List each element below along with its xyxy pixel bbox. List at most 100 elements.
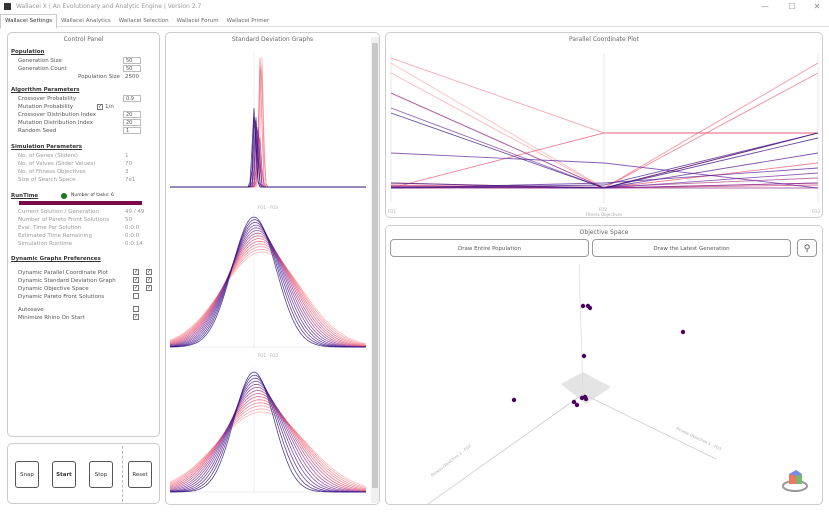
- parallel-line: [390, 167, 819, 189]
- tab-forum[interactable]: Wallacei Forum: [176, 18, 219, 24]
- stop-button[interactable]: Stop: [89, 461, 113, 488]
- progress-bar: [19, 201, 142, 205]
- control-panel-title: Control Panel: [63, 36, 104, 43]
- generation-size-input[interactable]: 50: [123, 57, 141, 64]
- tab-primer[interactable]: Wallacei Primer: [226, 18, 270, 24]
- std-dev-panel: Standard Deviation Graphs FO1 - FO3 FO1 …: [165, 32, 380, 505]
- generation-count-label: Generation Count: [18, 66, 67, 72]
- data-point: [580, 303, 586, 309]
- genes-value: 1: [125, 153, 129, 159]
- simulation-heading: Simulation Parameters: [11, 144, 83, 150]
- distribution-curve: [169, 251, 367, 345]
- objectives-label: No. of Fitness Objectives: [18, 169, 86, 175]
- distribution-curve: [170, 130, 366, 188]
- graphs-heading: Dynamic Graphs Preferences: [11, 256, 101, 262]
- mutation-checkbox-label: 1/n: [105, 104, 114, 110]
- z-axis: [578, 263, 584, 395]
- distribution-curve: [170, 126, 366, 188]
- scrollbar[interactable]: [371, 37, 379, 503]
- title-bar: Wallacei X | An Evolutionary and Analyti…: [0, 0, 829, 13]
- pareto-value: 50: [125, 217, 132, 223]
- runtime-heading-text: RunTime: [11, 193, 39, 199]
- maximize-button[interactable]: ☐: [788, 2, 796, 11]
- values-label: No. of Values (Slider Values): [18, 161, 96, 167]
- std-dev-title: Standard Deviation Graphs: [231, 36, 314, 43]
- axis-tick-fo2: FO2: [599, 207, 607, 212]
- distribution-curve: [169, 396, 367, 492]
- generation-size-label: Generation Size: [18, 58, 62, 64]
- graph-pref-checkbox[interactable]: ✓: [146, 285, 152, 291]
- graph-pref-checkbox[interactable]: [133, 293, 139, 299]
- view-cube-icon[interactable]: [781, 466, 809, 494]
- data-point: [587, 305, 593, 311]
- data-point: [680, 329, 686, 335]
- generation-count-input[interactable]: 50: [123, 65, 141, 72]
- tab-selection[interactable]: Wallacei Selection: [118, 18, 169, 24]
- cores-label: Number of tasks: 6: [71, 193, 114, 198]
- population-heading: Population: [11, 49, 45, 55]
- algorithm-heading: Algorithm Parameters: [11, 87, 80, 93]
- distribution-curve: [170, 117, 366, 188]
- genes-label: No. of Genes (Sliders): [18, 153, 78, 159]
- minimize-label: Minimize Rhino On Start: [18, 315, 85, 321]
- x-axis: [582, 393, 717, 460]
- distribution-curve: [169, 240, 367, 347]
- parallel-title: Parallel Coordinate Plot: [569, 36, 639, 43]
- scrollbar-thumb[interactable]: [372, 43, 378, 488]
- crossover-distribution-input[interactable]: 20: [123, 111, 141, 118]
- app-icon: [4, 3, 11, 10]
- grid-plane: [561, 372, 611, 404]
- tab-settings[interactable]: Wallacei Settings: [0, 14, 58, 29]
- distribution-curve: [170, 137, 366, 188]
- search-space-label: Size of Search Space: [18, 177, 76, 183]
- remaining-label: Estimated Time Remaining: [18, 233, 92, 239]
- autosave-checkbox[interactable]: [133, 306, 139, 312]
- objectives-value: 3: [125, 169, 129, 175]
- data-point: [571, 399, 577, 405]
- minimize-button[interactable]: —: [761, 2, 769, 11]
- mutation-distribution-input[interactable]: 20: [123, 119, 141, 126]
- distribution-curve: [170, 117, 366, 188]
- minimize-checkbox[interactable]: ✓: [133, 314, 139, 320]
- distribution-curve: [169, 411, 367, 487]
- current-value: 49 / 49: [125, 209, 145, 215]
- distribution-curve: [169, 232, 366, 348]
- axis-label: FO1 - FO3: [258, 353, 278, 358]
- graph-pref-checkbox[interactable]: ✓: [146, 277, 152, 283]
- runtime-value: 0:0:14: [125, 241, 143, 247]
- reset-button[interactable]: Reset: [128, 461, 152, 488]
- graph-pref-label: Dynamic Standard Deviation Graph: [18, 278, 116, 284]
- objective-space-title: Objective Space: [579, 229, 629, 236]
- data-point: [574, 402, 580, 408]
- random-seed-input[interactable]: 1: [123, 127, 141, 134]
- runtime-label: Simulation Runtime: [18, 241, 73, 247]
- parallel-line: [390, 132, 819, 189]
- window-title: Wallacei X | An Evolutionary and Analyti…: [16, 3, 202, 10]
- current-label: Current Solution / Generation: [18, 209, 99, 215]
- graph-pref-checkbox[interactable]: ✓: [133, 285, 139, 291]
- crossover-probability-input[interactable]: 0.9: [123, 95, 141, 102]
- parallel-coordinate-plot: [390, 53, 819, 203]
- magnifier-icon[interactable]: ⚲: [797, 239, 817, 257]
- draw-entire-population-button[interactable]: Draw Entire Population: [390, 239, 589, 257]
- distribution-curve: [169, 399, 367, 491]
- data-point: [511, 397, 517, 403]
- crossover-probability-label: Crossover Probability: [18, 96, 77, 102]
- distribution-curve: [170, 65, 366, 188]
- graph-pref-checkbox[interactable]: ✓: [133, 277, 139, 283]
- mutation-checkbox[interactable]: ✓: [97, 104, 103, 110]
- graph-pref-checkbox[interactable]: ✓: [146, 269, 152, 275]
- x-axis-label: Fitness Objectives: [586, 212, 623, 217]
- draw-latest-generation-button[interactable]: Draw the Latest Generation: [592, 239, 791, 257]
- close-button[interactable]: ✕: [813, 2, 821, 11]
- distribution-curve: [170, 119, 366, 188]
- divider: [122, 446, 123, 502]
- eval-value: 0:0:0: [125, 225, 140, 231]
- distribution-curve: [169, 402, 367, 491]
- start-button[interactable]: Start: [52, 461, 76, 488]
- tab-bar: Wallacei Settings Wallacei Analytics Walla…: [0, 14, 829, 29]
- status-indicator-icon: [61, 193, 67, 199]
- snap-button[interactable]: Snap: [15, 461, 39, 488]
- tab-analytics[interactable]: Wallacei Analytics: [61, 18, 111, 24]
- graph-pref-checkbox[interactable]: ✓: [133, 269, 139, 275]
